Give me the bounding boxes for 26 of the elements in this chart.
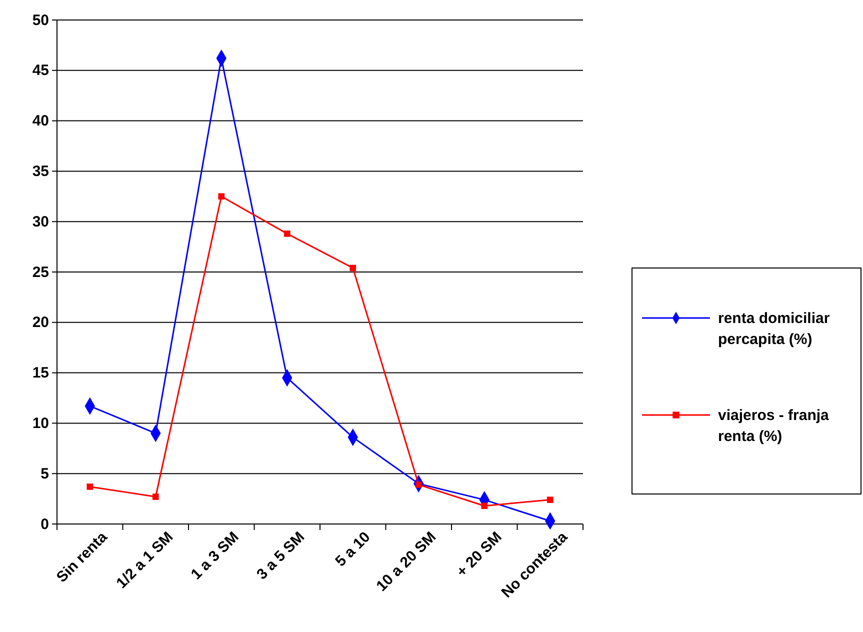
y-tick-label: 50 bbox=[32, 12, 49, 29]
point bbox=[284, 230, 290, 237]
y-tick-label: 20 bbox=[32, 314, 49, 332]
x-tick-label: 1/2 a 1 SM bbox=[113, 528, 176, 592]
point bbox=[152, 494, 159, 500]
point bbox=[218, 193, 225, 200]
x-tick-label: + 20 SM bbox=[453, 528, 506, 580]
point bbox=[481, 502, 488, 510]
x-tick-label: 3 a 5 SM bbox=[254, 528, 308, 584]
point bbox=[86, 484, 94, 490]
y-tick-label: 25 bbox=[32, 264, 49, 281]
x-tick-label: 5 a 10 bbox=[332, 528, 374, 570]
y-tick-label: 30 bbox=[32, 213, 49, 230]
point bbox=[350, 264, 356, 272]
y-tick-label: 45 bbox=[32, 62, 49, 80]
y-tick-label: 10 bbox=[32, 415, 49, 432]
y-tick-label: 35 bbox=[32, 163, 49, 180]
point bbox=[546, 496, 554, 503]
x-tick-label: 10 a 20 SM bbox=[373, 528, 440, 595]
x-tick-label: 1 a 3 SM bbox=[188, 528, 242, 584]
y-tick-label: 40 bbox=[32, 112, 49, 130]
legend-label: viajeros - franja renta (%) bbox=[718, 407, 830, 445]
y-tick-label: 0 bbox=[40, 516, 49, 533]
y-tick-label: 5 bbox=[40, 465, 49, 482]
y-tick-label: 15 bbox=[32, 364, 49, 382]
legend-label: renta domiciliar percapita (%) bbox=[718, 310, 830, 348]
